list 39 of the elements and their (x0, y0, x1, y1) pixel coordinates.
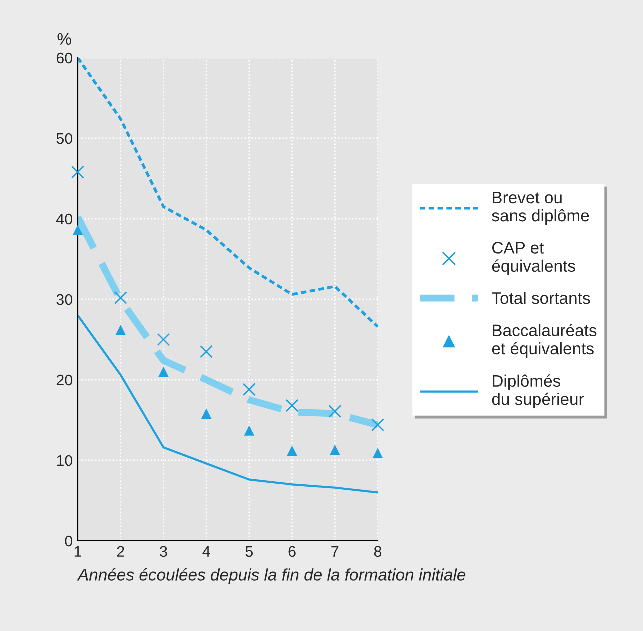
y-axis-title: % (58, 33, 72, 45)
point (72, 225, 84, 236)
x-axis-title: Années écoulées depuis la fin de la formation initiale (77, 568, 466, 584)
point (157, 333, 170, 346)
point (372, 448, 384, 458)
y-tick-label: 20 (56, 374, 73, 386)
x-tick-label: 8 (374, 546, 382, 558)
y-tick-label: 60 (56, 52, 73, 64)
legend-label: CAP et équivalents (492, 242, 576, 276)
x-tick-label: 4 (202, 546, 210, 557)
point (330, 444, 340, 456)
x-tick-label: 3 (160, 546, 168, 558)
point (242, 383, 256, 396)
point (371, 418, 385, 432)
y-tick-label: 10 (57, 455, 73, 466)
legend-label: Diplômés du supérieur (492, 374, 584, 409)
legend-label: Total sortants (492, 292, 590, 304)
point (114, 291, 128, 304)
line-series (78, 314, 378, 494)
y-tick-label: 0 (65, 536, 73, 547)
y-tick-label: 40 (56, 214, 73, 225)
point (200, 345, 214, 358)
legend-label: Baccalauréats et équivalents (492, 324, 597, 358)
point (286, 399, 299, 412)
point (328, 404, 342, 418)
x-tick-label: 7 (332, 546, 339, 557)
point (287, 446, 298, 456)
point (158, 366, 169, 378)
x-tick-label: 2 (117, 546, 124, 557)
x-tick-label: 5 (246, 546, 254, 558)
point (116, 324, 126, 336)
x-tick-label: 6 (288, 546, 296, 558)
legend-label: Brevet ou sans diplôme (492, 192, 590, 225)
y-tick-label: 50 (56, 133, 73, 144)
point (201, 408, 212, 419)
x-tick-label: 1 (74, 546, 82, 557)
y-tick-label: 30 (56, 294, 73, 306)
point (244, 426, 255, 436)
point (71, 166, 85, 179)
